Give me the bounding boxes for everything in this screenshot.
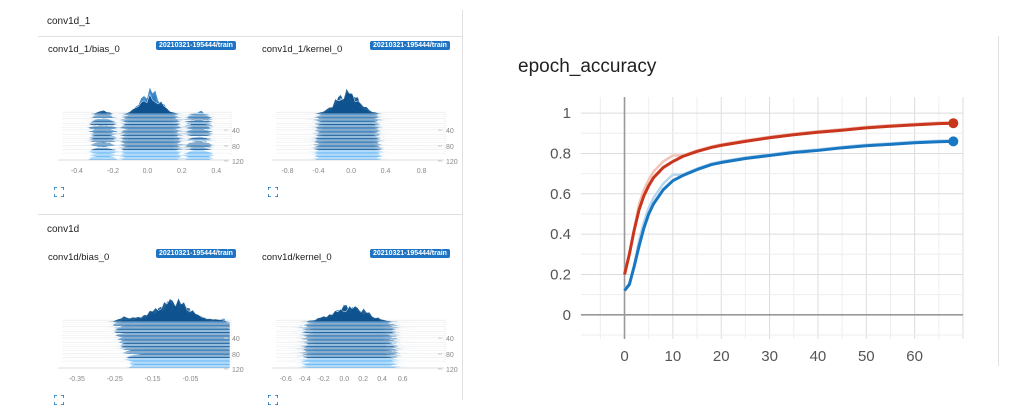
histogram-step-tick: 80 [232, 352, 240, 359]
histogram-x-tick: -0.25 [107, 376, 123, 383]
series-line [623, 121, 954, 275]
group-separator [38, 36, 462, 37]
histogram-step-tick: 40 [446, 336, 454, 343]
histogram-step-tick: 120 [232, 367, 244, 374]
run-badge: 20210321-195444/train [156, 41, 236, 50]
histogram-x-tick: -0.6 [280, 376, 292, 383]
histogram-x-tick: -0.15 [145, 376, 161, 383]
histogram-card-conv1d-1-kernel: conv1d_1/kernel_0 20210321-195444/train … [262, 41, 462, 209]
histogram-step-tick: 80 [446, 352, 454, 359]
series-end-point [948, 136, 959, 147]
card-title: conv1d/kernel_0 [262, 252, 332, 263]
y-tick-label: 0 [563, 307, 571, 324]
card-title: conv1d/bias_0 [48, 252, 110, 263]
y-tick-label: 1 [563, 105, 571, 122]
expand-icon[interactable] [53, 184, 65, 198]
histogram-x-tick: -0.4 [312, 168, 324, 175]
histogram-step-tick: 40 [232, 128, 240, 135]
series-line [623, 139, 954, 292]
histogram-step-tick: 80 [232, 144, 240, 151]
group-separator [38, 214, 462, 215]
histogram-step-tick: 120 [446, 367, 458, 374]
histogram-x-tick: 0.0 [339, 376, 349, 383]
histogram-card-conv1d-1-bias: conv1d_1/bias_0 20210321-195444/train 40… [48, 41, 248, 209]
card-title: conv1d_1/kernel_0 [262, 44, 343, 55]
histogram-chart[interactable]: 40 80 120 -0.35 -0.25 -0.15 -0.05 [48, 274, 248, 392]
histogram-x-tick: -0.2 [107, 168, 119, 175]
histogram-x-tick: 0.8 [417, 168, 427, 175]
histogram-x-tick: -0.8 [281, 168, 293, 175]
histogram-step-tick: 40 [232, 336, 240, 343]
run-badge: 20210321-195444/train [370, 41, 450, 50]
histogram-step-tick: 80 [446, 144, 454, 151]
histogram-x-tick: 0.4 [381, 168, 391, 175]
panel-divider [462, 10, 463, 400]
histogram-step-tick: 120 [232, 159, 244, 166]
expand-icon[interactable] [267, 184, 279, 198]
histogram-card-conv1d-kernel: conv1d/kernel_0 20210321-195444/train 40… [262, 249, 462, 417]
histogram-x-tick: 0.0 [143, 168, 153, 175]
expand-icon[interactable] [53, 392, 65, 406]
histogram-card-conv1d-bias: conv1d/bias_0 20210321-195444/train 40 80… [48, 249, 248, 417]
card-title: conv1d_1/bias_0 [48, 44, 120, 55]
x-tick-label: 30 [761, 348, 778, 365]
histogram-x-tick: 0.0 [346, 168, 356, 175]
histograms-panel: conv1d_1 conv1d_1/bias_0 20210321-195444… [0, 0, 462, 406]
run-badge: 20210321-195444/train [156, 249, 236, 258]
histogram-step-tick: 40 [446, 128, 454, 135]
histogram-x-tick: -0.05 [182, 376, 198, 383]
series-end-point [948, 118, 959, 129]
y-tick-label: 0.6 [550, 186, 571, 203]
x-tick-label: 50 [858, 348, 875, 365]
histogram-chart[interactable]: 40 80 120 -0.4 -0.2 0.0 0.2 0.4 [48, 66, 248, 184]
histogram-x-tick: -0.4 [299, 376, 311, 383]
histogram-step-tick: 120 [446, 159, 458, 166]
x-tick-label: 60 [906, 348, 923, 365]
histogram-x-tick: -0.2 [318, 376, 330, 383]
panel-divider [998, 36, 999, 366]
x-tick-label: 0 [620, 348, 628, 365]
x-tick-label: 20 [713, 348, 730, 365]
histogram-x-tick: 0.6 [398, 376, 408, 383]
histogram-x-tick: 0.4 [211, 168, 221, 175]
histogram-chart[interactable]: 40 80 120 -0.8 -0.4 0.0 0.4 0.8 [262, 66, 462, 184]
histogram-x-tick: 0.2 [358, 376, 368, 383]
expand-icon[interactable] [267, 392, 279, 406]
y-tick-label: 0.8 [550, 145, 571, 162]
y-tick-label: 0.2 [550, 266, 571, 283]
scalar-panel: 0 0.2 0.4 0.6 0.8 1 0 10 20 30 40 50 60 epoch_accura… [463, 0, 1024, 405]
series-raw-line [623, 139, 954, 291]
epoch-accuracy-chart[interactable]: 00.20.40.60.810 10 20 30 40 50 60 [463, 0, 1024, 405]
chart-title: epoch_accuracy [518, 56, 657, 77]
histogram-x-tick: 0.2 [177, 168, 187, 175]
histogram-x-tick: -0.35 [69, 376, 85, 383]
histogram-x-tick: -0.4 [71, 168, 83, 175]
x-tick-label: 10 [665, 348, 682, 365]
y-tick-label: 0.4 [550, 226, 571, 243]
histogram-x-tick: 0.4 [377, 376, 387, 383]
histogram-chart[interactable]: 40 80 120 -0.6 -0.4 -0.2 0.0 0.2 0.4 0.6 [262, 274, 462, 392]
group-title-conv1d: conv1d [47, 224, 80, 235]
run-badge: 20210321-195444/train [370, 249, 450, 258]
x-tick-label: 40 [810, 348, 827, 365]
group-title-conv1d-1: conv1d_1 [47, 16, 91, 27]
